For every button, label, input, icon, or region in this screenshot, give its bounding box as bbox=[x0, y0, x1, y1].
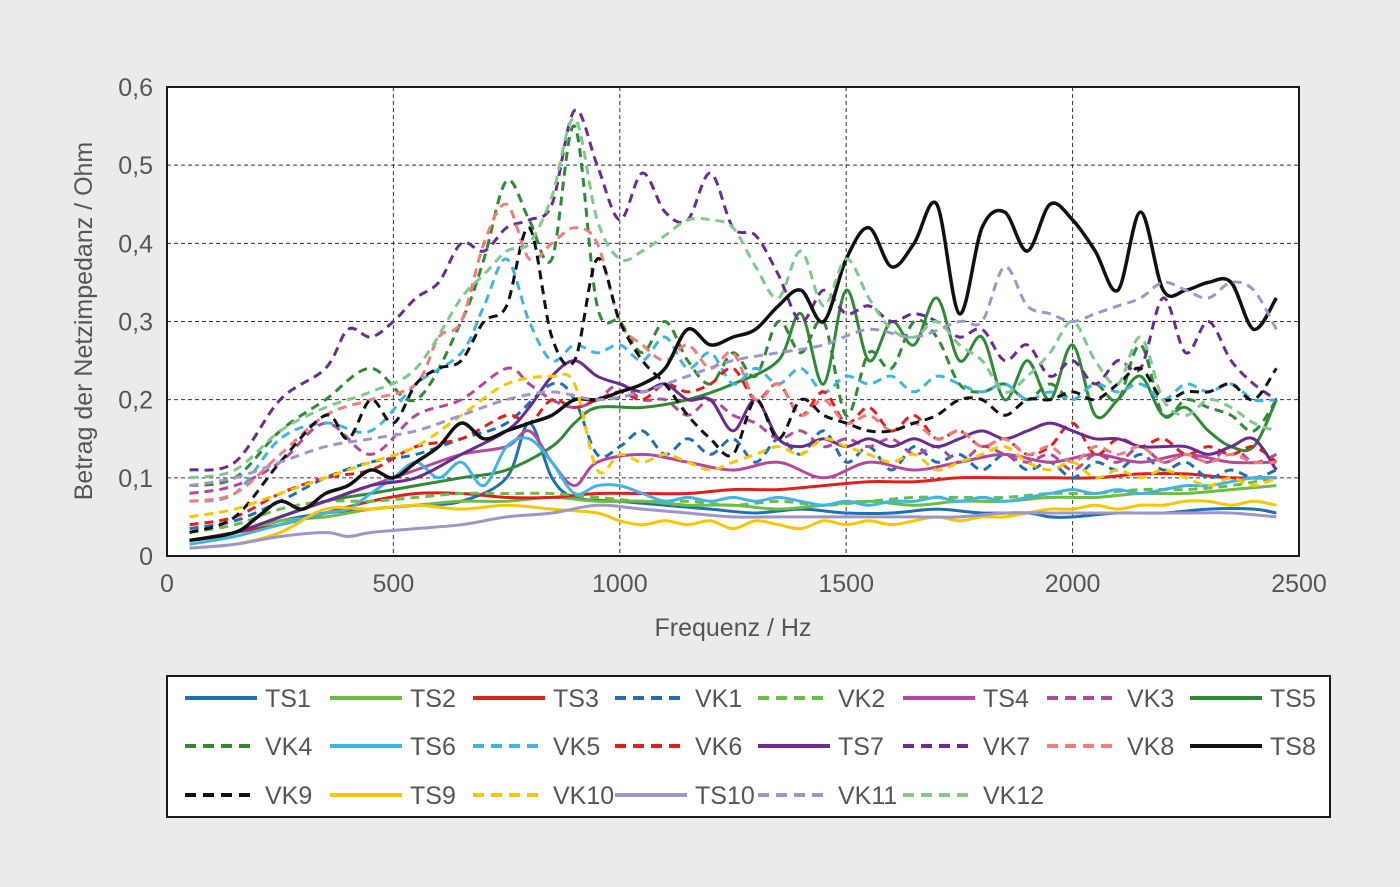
series-line-vk2 bbox=[189, 476, 1277, 534]
x-axis-label: Frequenz / Hz bbox=[654, 614, 811, 642]
legend-label-vk8: VK8 bbox=[1127, 733, 1174, 761]
legend-label-ts4: TS4 bbox=[983, 685, 1029, 713]
x-tick-label: 2000 bbox=[1045, 570, 1101, 598]
legend-label-ts10: TS10 bbox=[695, 782, 755, 810]
series-line-ts8 bbox=[189, 200, 1278, 543]
series-layer bbox=[189, 108, 1278, 550]
series-line-vk4 bbox=[189, 124, 1278, 488]
y-tick-label: 0,4 bbox=[118, 230, 153, 258]
y-axis-ticks: 0 0,1 0,2 0,3 0,4 0,5 0,6 bbox=[118, 74, 153, 571]
legend-label-ts1: TS1 bbox=[265, 685, 311, 713]
legend-label-vk3: VK3 bbox=[1127, 685, 1174, 713]
series-line-ts9 bbox=[189, 499, 1277, 550]
legend: TS1 TS2 TS3 VK1 VK2 TS4 VK3 TS5 VK4 TS6 VK5 VK6 TS7 V… bbox=[185, 685, 1316, 810]
series-line-vk6 bbox=[189, 366, 1278, 527]
legend-label-vk11: VK11 bbox=[838, 782, 897, 810]
series-line-vk1 bbox=[189, 381, 1277, 531]
legend-label-vk10: VK10 bbox=[553, 782, 614, 810]
legend-label-vk6: VK6 bbox=[695, 733, 742, 761]
series-line-vk10 bbox=[189, 372, 1277, 519]
legend-label-ts7: TS7 bbox=[838, 733, 884, 761]
legend-label-ts5: TS5 bbox=[1270, 685, 1316, 713]
series-line-vk9 bbox=[189, 226, 1278, 534]
series-line-vk5 bbox=[189, 257, 1277, 503]
y-tick-label: 0,6 bbox=[118, 74, 153, 102]
legend-label-ts9: TS9 bbox=[410, 782, 456, 810]
legend-label-ts6: TS6 bbox=[410, 733, 456, 761]
y-tick-label: 0,1 bbox=[118, 465, 153, 493]
legend-label-ts8: TS8 bbox=[1270, 733, 1316, 761]
series-line-vk11 bbox=[189, 265, 1278, 488]
series-line-ts10 bbox=[189, 503, 1277, 550]
y-tick-label: 0,5 bbox=[118, 152, 153, 180]
x-tick-label: 1500 bbox=[818, 570, 874, 598]
legend-label-ts3: TS3 bbox=[553, 685, 599, 713]
legend-label-vk4: VK4 bbox=[265, 733, 312, 761]
legend-label-vk7: VK7 bbox=[983, 733, 1030, 761]
series-line-ts6 bbox=[189, 436, 1277, 546]
legend-label-vk9: VK9 bbox=[265, 782, 312, 810]
x-tick-label: 0 bbox=[160, 570, 174, 598]
series-line-ts5 bbox=[189, 288, 1278, 542]
legend-label-ts2: TS2 bbox=[410, 685, 456, 713]
x-axis-ticks: 0 500 1000 1500 2000 2500 bbox=[160, 570, 1327, 598]
series-line-vk8 bbox=[189, 202, 1277, 503]
legend-label-vk1: VK1 bbox=[695, 685, 742, 713]
x-tick-label: 1000 bbox=[592, 570, 648, 598]
legend-label-vk12: VK12 bbox=[983, 782, 1044, 810]
legend-label-vk2: VK2 bbox=[838, 685, 885, 713]
y-tick-label: 0,2 bbox=[118, 387, 153, 415]
legend-label-vk5: VK5 bbox=[553, 733, 600, 761]
y-tick-label: 0,3 bbox=[118, 309, 153, 337]
plot-frame bbox=[166, 86, 1300, 557]
x-tick-label: 2500 bbox=[1271, 570, 1327, 598]
x-tick-label: 500 bbox=[373, 570, 415, 598]
y-axis-label: Betrag der Netzimpedanz / Ohm bbox=[70, 142, 98, 501]
series-line-vk7 bbox=[189, 108, 1278, 472]
y-tick-label: 0 bbox=[139, 543, 153, 571]
series-line-vk3 bbox=[189, 366, 1277, 495]
series-line-vk12 bbox=[189, 116, 1277, 480]
